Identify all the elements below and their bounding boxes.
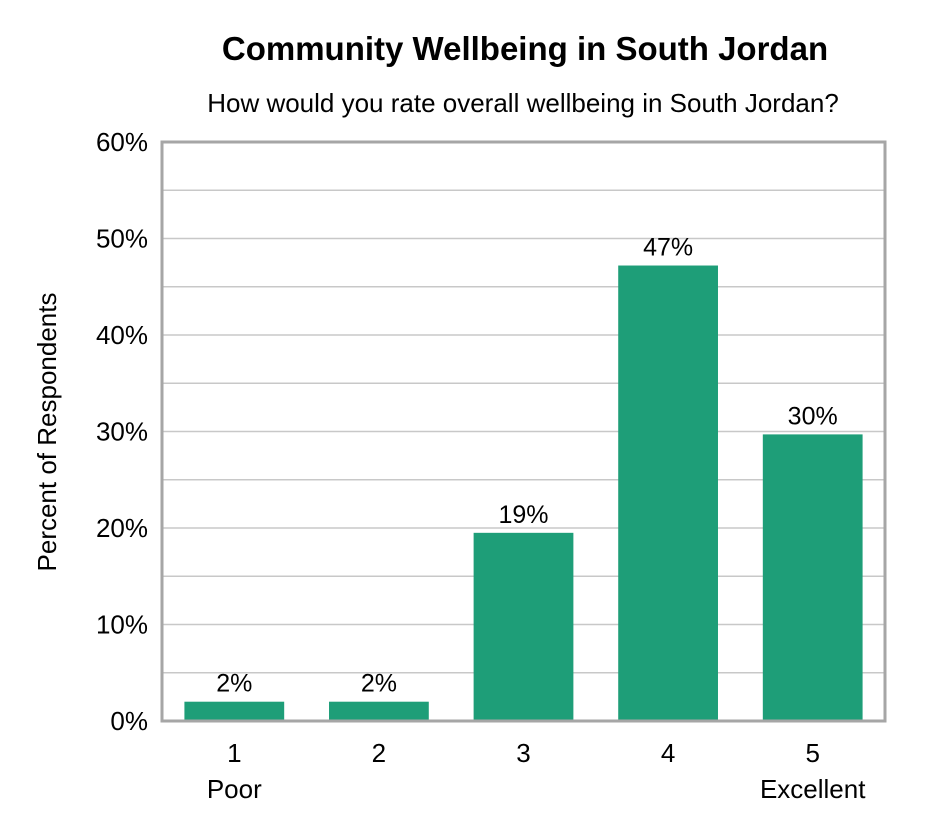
bar xyxy=(762,434,863,721)
data-label: 30% xyxy=(788,402,838,430)
x-tick-sublabel: Poor xyxy=(207,774,262,804)
y-tick-label: 50% xyxy=(96,224,148,254)
y-axis-label: Percent of Respondents xyxy=(32,293,62,572)
y-tick-label: 60% xyxy=(96,127,148,157)
data-label: 19% xyxy=(498,501,548,529)
bar xyxy=(329,701,429,721)
y-tick-label: 10% xyxy=(96,610,148,640)
y-tick-label: 40% xyxy=(96,320,148,350)
data-labels: 2% 2% 19% 47% 30% xyxy=(216,234,837,698)
x-axis-ticks: 1 Poor 2 3 4 5 Excellent xyxy=(207,738,866,804)
x-tick-label: 5 xyxy=(805,738,819,768)
chart-title: Community Wellbeing in South Jordan xyxy=(222,30,828,67)
bars xyxy=(184,265,863,721)
bar xyxy=(184,701,285,721)
y-tick-label: 20% xyxy=(96,513,148,543)
bar xyxy=(473,532,574,721)
x-tick-label: 4 xyxy=(661,738,675,768)
data-label: 2% xyxy=(216,670,252,698)
x-tick-label: 2 xyxy=(372,738,386,768)
grid-lines xyxy=(162,189,885,674)
x-tick-label: 3 xyxy=(516,738,530,768)
x-tick-label: 1 xyxy=(227,738,241,768)
y-tick-label: 30% xyxy=(96,417,148,447)
y-axis-ticks: 0% 10% 20% 30% 40% 50% 60% xyxy=(96,127,148,736)
plot-area-border xyxy=(160,140,887,723)
y-tick-label: 0% xyxy=(110,706,148,736)
data-label: 47% xyxy=(643,234,693,262)
x-tick-sublabel: Excellent xyxy=(760,774,866,804)
chart-subtitle: How would you rate overall wellbeing in … xyxy=(207,88,839,118)
data-label: 2% xyxy=(361,670,397,698)
bar xyxy=(618,265,718,721)
